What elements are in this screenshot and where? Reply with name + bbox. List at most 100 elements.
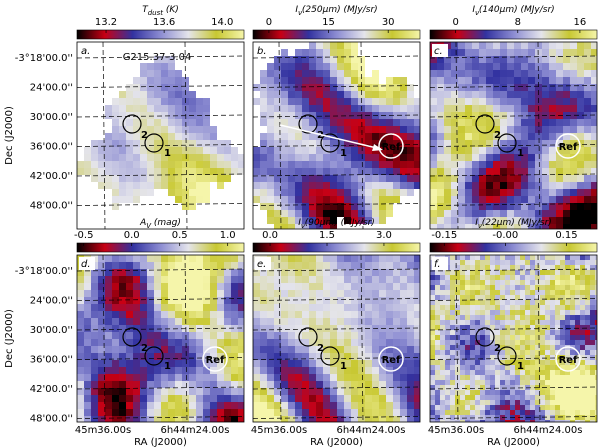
pixel	[520, 365, 526, 371]
colorbar-label-part: (K)	[163, 5, 179, 15]
pixel	[570, 175, 578, 183]
pixel	[140, 276, 148, 284]
pixel	[440, 305, 446, 311]
pixel	[231, 304, 239, 312]
pixel	[580, 335, 586, 341]
pixel	[182, 339, 190, 347]
pixel	[475, 395, 481, 401]
pixel	[316, 374, 324, 382]
pixel	[253, 311, 261, 319]
pixel	[133, 56, 141, 64]
pixel	[563, 91, 571, 99]
pixel	[584, 91, 592, 99]
pixel	[435, 370, 441, 376]
pixel	[316, 112, 324, 120]
pixel	[590, 280, 596, 286]
marker-label: 1	[164, 148, 171, 159]
pixel	[168, 395, 176, 403]
pixel	[590, 410, 596, 416]
pixel	[351, 276, 359, 284]
pixel	[595, 310, 597, 316]
pixel	[535, 260, 541, 266]
pixel	[140, 84, 148, 92]
pixel	[267, 304, 275, 312]
pixel	[84, 70, 92, 78]
pixel	[475, 280, 481, 286]
pixel	[316, 346, 324, 354]
pixel	[393, 416, 401, 422]
pixel	[565, 320, 571, 326]
pixel	[105, 147, 113, 155]
pixel	[126, 304, 134, 312]
pixel	[295, 84, 303, 92]
pixel	[351, 374, 359, 382]
pixel	[414, 140, 420, 148]
pixel	[514, 224, 522, 229]
pixel	[414, 318, 420, 326]
pixel	[175, 346, 183, 354]
source-name: G215.37-3.04	[123, 52, 192, 63]
pixel	[495, 270, 501, 276]
pixel	[525, 320, 531, 326]
pixel	[77, 318, 85, 326]
pixel	[407, 126, 415, 134]
pixel	[440, 390, 446, 396]
pixel	[440, 350, 446, 356]
pixel	[563, 133, 571, 141]
pixel	[182, 84, 190, 92]
pixel	[189, 105, 197, 113]
pixel	[575, 420, 581, 422]
pixel	[189, 339, 197, 347]
pixel	[549, 203, 557, 211]
pixel	[77, 63, 85, 71]
pixel	[540, 405, 546, 411]
pixel	[161, 409, 169, 417]
pixel	[437, 224, 445, 229]
pixel	[161, 112, 169, 120]
pixel	[472, 133, 480, 141]
pixel	[112, 374, 120, 382]
ref-label: Ref	[382, 142, 401, 153]
pixel	[288, 56, 296, 64]
pixel	[119, 353, 127, 361]
pixel	[323, 161, 331, 169]
pixel	[91, 381, 99, 389]
pixel	[224, 63, 232, 71]
pixel	[253, 112, 261, 120]
pixel	[540, 370, 546, 376]
pixel	[295, 105, 303, 113]
pixel	[514, 77, 522, 85]
pixel	[351, 133, 359, 141]
pixel	[231, 224, 239, 229]
pixel	[203, 203, 211, 211]
pixel	[458, 105, 466, 113]
pixel	[302, 105, 310, 113]
pixel	[386, 255, 394, 263]
pixel	[414, 332, 420, 340]
pixel	[84, 409, 92, 417]
pixel	[465, 196, 473, 204]
pixel	[414, 262, 420, 270]
pixel	[435, 310, 441, 316]
pixel	[540, 340, 546, 346]
pixel	[175, 91, 183, 99]
pixel	[98, 367, 106, 375]
pixel	[330, 416, 338, 422]
pixel	[475, 415, 481, 421]
pixel	[189, 374, 197, 382]
pixel	[337, 304, 345, 312]
pixel	[337, 56, 345, 64]
pixel	[274, 161, 282, 169]
pixel	[470, 305, 476, 311]
colorbar-label-part: ν	[298, 9, 302, 17]
pixel	[595, 255, 597, 261]
pixel	[351, 42, 359, 50]
pixel	[465, 260, 471, 266]
pixel	[430, 147, 438, 155]
pixel	[545, 420, 551, 422]
pixel	[98, 42, 106, 50]
pixel	[591, 126, 597, 134]
pixel	[575, 375, 581, 381]
pixel	[400, 119, 408, 127]
pixel	[189, 49, 197, 57]
